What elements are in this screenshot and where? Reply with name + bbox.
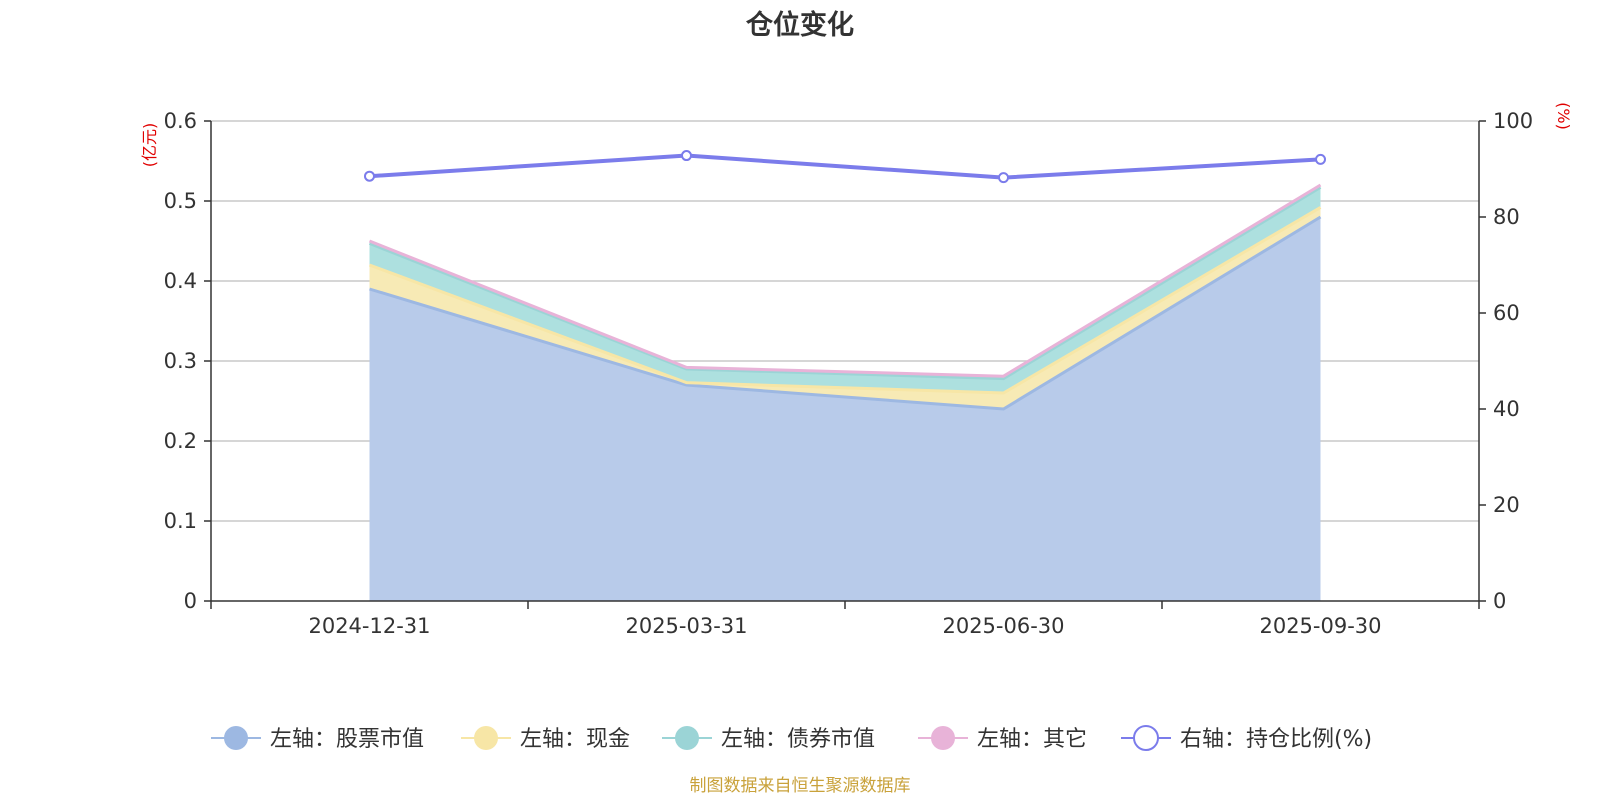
left-axis-unit: (亿元) bbox=[140, 123, 159, 168]
left-axis-tick-label: 0 bbox=[184, 589, 197, 613]
ratio-point bbox=[1315, 153, 1326, 165]
legend: 左轴：股票市值 左轴：现金 左轴：债券市值 左轴：其它 右轴：持仓比例(%) bbox=[211, 725, 1372, 752]
right-axis-tick-label: 60 bbox=[1493, 301, 1520, 325]
right-axis-unit: (%) bbox=[1554, 102, 1573, 130]
legend-label: 右轴：持仓比例(%) bbox=[1180, 727, 1372, 752]
x-axis-tick-label: 2025-06-30 bbox=[942, 614, 1064, 638]
left-axis-tick-label: 0.3 bbox=[164, 349, 197, 373]
legend-marker bbox=[1133, 725, 1159, 751]
left-axis-tick-label: 0.6 bbox=[164, 109, 197, 133]
right-axis-tick-label: 80 bbox=[1493, 205, 1520, 229]
x-axis-tick-label: 2024-12-31 bbox=[308, 614, 430, 638]
ratio-point bbox=[681, 150, 692, 162]
legend-marker bbox=[224, 726, 248, 750]
stacked-areas bbox=[368, 183, 1322, 601]
legend-label: 左轴：债券市值 bbox=[721, 727, 875, 752]
left-axis-tick-label: 0.5 bbox=[164, 189, 197, 213]
right-axis-tick-label: 0 bbox=[1493, 589, 1506, 613]
holding-ratio-line bbox=[364, 150, 1326, 184]
legend-label: 左轴：股票市值 bbox=[270, 727, 424, 752]
axes: 0 0.1 0.2 0.3 0.4 0.5 0.6 0 20 40 60 80 100 2024-12-3… bbox=[164, 109, 1534, 638]
legend-label: 左轴：其它 bbox=[977, 727, 1087, 752]
x-axis-tick-label: 2025-03-31 bbox=[625, 614, 747, 638]
legend-marker bbox=[931, 726, 955, 750]
right-axis-tick-label: 40 bbox=[1493, 397, 1520, 421]
area-2 bbox=[369, 187, 1321, 393]
area-0 bbox=[369, 217, 1321, 601]
left-axis-tick-label: 0.4 bbox=[164, 269, 197, 293]
legend-label: 左轴：现金 bbox=[520, 727, 630, 752]
right-axis-tick-label: 20 bbox=[1493, 493, 1520, 517]
data-source-note: 制图数据来自恒生聚源数据库 bbox=[690, 776, 911, 796]
right-axis-tick-label: 100 bbox=[1493, 109, 1533, 133]
left-axis-tick-label: 0.2 bbox=[164, 429, 197, 453]
area-line-3 bbox=[368, 183, 1322, 378]
chart-title: 仓位变化 bbox=[745, 9, 854, 41]
ratio-point bbox=[998, 172, 1009, 184]
legend-marker bbox=[474, 726, 498, 750]
left-axis-tick-label: 0.1 bbox=[164, 509, 197, 533]
x-axis-tick-label: 2025-09-30 bbox=[1259, 614, 1381, 638]
area-1 bbox=[369, 207, 1321, 409]
ratio-point bbox=[364, 170, 375, 182]
legend-marker bbox=[675, 726, 699, 750]
area-line-0 bbox=[369, 215, 1322, 411]
ratio-line bbox=[369, 153, 1321, 180]
area-line-1 bbox=[368, 206, 1322, 395]
area-line-2 bbox=[368, 186, 1322, 381]
